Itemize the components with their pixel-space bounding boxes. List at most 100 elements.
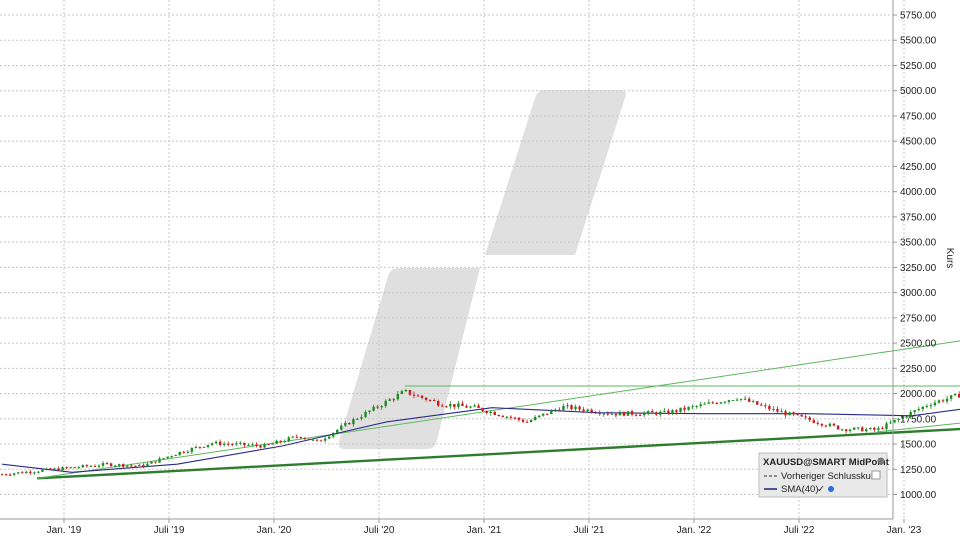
candle-up xyxy=(210,443,214,445)
y-tick-label: 1250.00 xyxy=(900,465,937,476)
candle-down xyxy=(768,406,771,410)
candle-down xyxy=(0,474,4,476)
candle-down xyxy=(348,422,351,425)
candle-up xyxy=(905,416,908,418)
candle-up xyxy=(126,465,129,467)
x-tick-label: Juli '21 xyxy=(574,525,605,536)
candle-down xyxy=(816,422,820,424)
candle-up xyxy=(913,410,916,413)
candle-down xyxy=(437,400,440,406)
trend-line xyxy=(36,340,960,479)
candle-down xyxy=(517,417,521,420)
candle-up xyxy=(852,427,856,430)
candle-up xyxy=(909,412,912,417)
info-icon[interactable] xyxy=(877,457,885,465)
x-tick-label: Jan. '20 xyxy=(257,525,292,536)
candle-down xyxy=(432,400,436,402)
trend-lines xyxy=(36,340,960,480)
candle-up xyxy=(150,461,153,464)
candle-up xyxy=(222,443,226,445)
candle-up xyxy=(37,471,40,473)
candle-down xyxy=(299,437,303,439)
candle-up xyxy=(687,406,690,410)
candle-up xyxy=(626,411,630,416)
candle-down xyxy=(130,465,133,467)
y-tick-label: 4250.00 xyxy=(900,162,937,173)
candle-up xyxy=(610,413,614,415)
sma-visible-check-icon[interactable]: ✓ xyxy=(817,484,825,495)
candle-up xyxy=(283,441,286,443)
y-tick-label: 5000.00 xyxy=(900,86,937,97)
candle-down xyxy=(873,427,876,430)
candle-up xyxy=(469,406,472,408)
candle-up xyxy=(344,422,347,426)
candle-down xyxy=(319,440,323,442)
toggle-prev-close-checkbox[interactable] xyxy=(871,470,881,480)
y-tick-label: 2250.00 xyxy=(900,364,937,375)
candle-up xyxy=(457,403,460,407)
candle-up xyxy=(893,420,896,423)
candle-up xyxy=(166,456,169,459)
candle-down xyxy=(655,412,658,415)
candle-up xyxy=(214,441,218,444)
candle-down xyxy=(606,413,610,415)
candle-down xyxy=(667,410,670,414)
y-tick-label: 1500.00 xyxy=(900,440,937,451)
candle-up xyxy=(287,437,290,442)
candle-up xyxy=(663,410,666,412)
candle-down xyxy=(675,410,678,412)
candle-up xyxy=(194,446,198,448)
candle-down xyxy=(598,413,601,415)
x-tick-label: Juli '22 xyxy=(784,525,815,536)
candle-down xyxy=(453,404,456,407)
sma-settings-icon[interactable] xyxy=(828,486,834,492)
candle-down xyxy=(198,446,202,448)
candle-up xyxy=(901,416,904,419)
candle-up xyxy=(772,408,775,410)
candle-up xyxy=(360,417,363,419)
candle-down xyxy=(279,440,282,442)
legend-box xyxy=(758,452,888,498)
candle-up xyxy=(505,416,509,418)
candle-down xyxy=(634,414,638,416)
candle-up xyxy=(647,411,650,413)
candle-down xyxy=(73,467,76,469)
candle-down xyxy=(832,423,836,426)
candle-down xyxy=(493,411,496,416)
candles xyxy=(0,388,960,477)
candle-up xyxy=(162,458,165,460)
candle-up xyxy=(537,415,541,418)
candle-down xyxy=(49,468,52,470)
candle-down xyxy=(441,405,444,407)
candle-up xyxy=(489,411,492,414)
candle-up xyxy=(703,403,706,405)
sma-line xyxy=(2,407,960,473)
candle-up xyxy=(788,412,791,416)
candle-down xyxy=(485,411,488,414)
candle-down xyxy=(218,441,222,445)
candle-down xyxy=(614,413,618,416)
candle-down xyxy=(376,406,379,408)
candle-up xyxy=(81,465,85,468)
candle-up xyxy=(695,406,698,408)
y-tick-label: 2750.00 xyxy=(900,313,937,324)
candle-up xyxy=(251,444,254,446)
candle-up xyxy=(384,400,387,407)
candle-up xyxy=(719,402,723,404)
y-axis-ticks: 1000.00 1250.00 1500.00 1750.00 2000.00 2250.… xyxy=(893,11,937,501)
candle-up xyxy=(953,393,957,396)
candle-up xyxy=(707,402,710,404)
candle-down xyxy=(824,425,828,427)
candle-up xyxy=(921,406,925,410)
candle-up xyxy=(735,399,739,401)
trend-line-main xyxy=(36,427,960,480)
candle-down xyxy=(836,425,840,430)
candle-up xyxy=(45,468,48,470)
candle-down xyxy=(513,417,517,419)
candle-up xyxy=(33,472,36,474)
candle-up xyxy=(743,398,747,400)
y-tick-label: 2500.00 xyxy=(900,339,937,350)
candle-up xyxy=(473,405,476,407)
